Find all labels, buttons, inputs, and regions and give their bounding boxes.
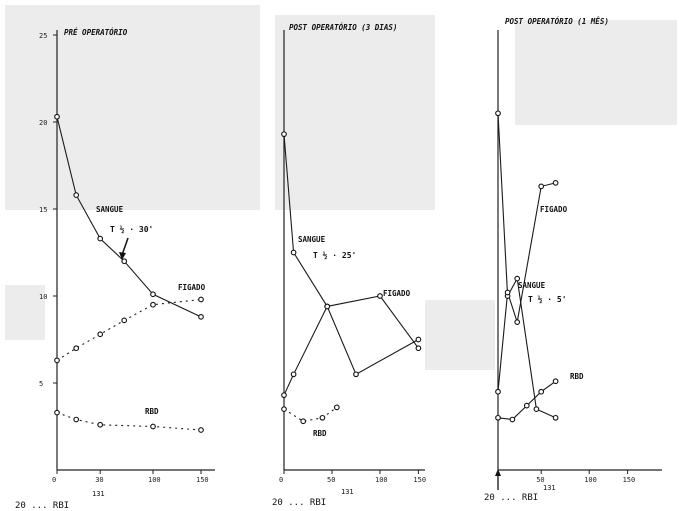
- data-point-rbd: [523, 402, 530, 409]
- data-point-rbd: [509, 416, 516, 423]
- y-tick-label: 25: [39, 32, 47, 40]
- footer-superscript: 131: [543, 484, 556, 492]
- x-tick-label: 150: [623, 476, 636, 484]
- annotation-arrowhead: [119, 252, 126, 260]
- series-label-rbd: RBD: [570, 372, 584, 381]
- x-tick-label: 30: [95, 476, 103, 484]
- data-point-rbd: [538, 388, 545, 395]
- scan-shade: [515, 20, 677, 125]
- x-tick-label: 50: [327, 476, 335, 484]
- data-point-figado: [281, 392, 287, 399]
- data-point-sangue: [150, 291, 156, 298]
- series-line-rbd: [283, 406, 338, 422]
- series-label-sangue: SANGUE: [298, 235, 326, 244]
- data-point-rbd: [552, 378, 559, 385]
- data-point-figado: [150, 301, 156, 308]
- data-point-figado: [54, 357, 60, 364]
- data-point-rbd: [319, 414, 326, 421]
- footer-label: 20 ... RBI: [484, 493, 538, 503]
- data-point-sangue: [533, 406, 540, 412]
- half-life-annotation: T ½ · 5': [528, 294, 567, 304]
- data-point-figado: [415, 345, 422, 352]
- panel-title: POST OPERATÓRIO (3 DIAS): [289, 23, 397, 32]
- data-point-sangue: [514, 275, 521, 282]
- half-life-annotation: T ½ · 25': [313, 250, 356, 260]
- footer-superscript: 131: [341, 488, 354, 496]
- data-point-sangue: [415, 336, 422, 343]
- series-label-figado: FIGADO: [178, 283, 206, 292]
- data-point-figado: [198, 296, 204, 303]
- x-tick-label: 100: [584, 476, 597, 484]
- x-tick-label: 150: [196, 476, 209, 484]
- data-point-figado: [552, 180, 559, 186]
- panel-pre-operatorio: PRÉ OPERATÓRIO T ½ · 30' 0 30 100 150 5 10 15 2…: [15, 28, 215, 511]
- x-tick-label: 150: [413, 476, 426, 484]
- data-point-rbd: [300, 418, 307, 425]
- data-point-sangue: [353, 371, 359, 378]
- data-point-sangue: [54, 113, 60, 120]
- data-point-sangue: [495, 110, 501, 117]
- y-tick-label: 5: [39, 380, 43, 388]
- series-label-figado: FIGADO: [383, 289, 411, 298]
- scan-shade: [5, 5, 260, 210]
- footer-label: 20 ... RBI: [272, 498, 326, 508]
- series-line-sangue: [56, 116, 202, 318]
- panel-title: POST OPERATÓRIO (1 MÊS): [505, 17, 609, 26]
- footer-superscript: 131: [92, 490, 105, 498]
- series-label-figado: FIGADO: [540, 205, 568, 214]
- data-point-figado: [121, 317, 128, 324]
- data-point-sangue: [552, 414, 559, 421]
- data-point-figado: [290, 371, 297, 378]
- data-point-figado: [504, 289, 511, 296]
- data-point-sangue: [97, 235, 104, 242]
- data-point-figado: [377, 293, 383, 299]
- data-point-rbd: [97, 421, 104, 428]
- x-tick-label: 50: [536, 476, 544, 484]
- x-tick-label: 100: [148, 476, 161, 484]
- series-label-rbd: RBD: [313, 429, 327, 438]
- x-tick-label: 100: [375, 476, 388, 484]
- data-point-figado: [97, 331, 104, 338]
- data-point-rbd: [54, 409, 60, 416]
- data-point-rbd: [333, 404, 340, 411]
- data-point-rbd: [150, 423, 156, 430]
- data-point-figado: [73, 345, 80, 352]
- y-tick-label: 15: [39, 206, 47, 214]
- panel-post-operatorio-3-dias: POST OPERATÓRIO (3 DIAS) T ½ · 25' 0 50 10…: [272, 23, 426, 508]
- annotation-arrow: [121, 237, 129, 256]
- data-point-rbd: [495, 414, 501, 421]
- series-label-sangue: SANGUE: [518, 281, 546, 290]
- panel-post-operatorio-1-mes: POST OPERATÓRIO (1 MÊS) T ½ · 5' 50 100 15…: [484, 17, 662, 503]
- data-point-sangue: [121, 258, 128, 265]
- scan-shade: [425, 300, 495, 370]
- x-tick-label: 0: [52, 476, 56, 484]
- data-point-figado: [324, 303, 331, 310]
- footer-label: 20 ... RBI: [15, 501, 69, 511]
- half-life-annotation: T ½ · 30': [110, 224, 153, 234]
- data-point-figado: [514, 319, 521, 325]
- data-point-figado: [495, 388, 501, 395]
- data-point-sangue: [198, 314, 204, 320]
- data-point-figado: [538, 183, 545, 190]
- scan-shade: [5, 285, 45, 340]
- data-point-rbd: [198, 427, 204, 433]
- injection-arrowhead: [495, 469, 501, 476]
- panel-title: PRÉ OPERATÓRIO: [64, 28, 128, 37]
- data-point-sangue: [281, 131, 287, 138]
- y-tick-label: 20: [39, 119, 47, 127]
- series-line-figado: [56, 298, 202, 361]
- data-point-sangue: [73, 192, 80, 198]
- series-line-rbd: [56, 412, 202, 431]
- data-point-sangue: [290, 249, 297, 256]
- data-point-rbd: [281, 406, 287, 412]
- x-tick-label: 0: [279, 476, 283, 484]
- series-label-sangue: SANGUE: [96, 205, 124, 214]
- data-point-rbd: [73, 416, 80, 423]
- series-line-figado: [283, 295, 419, 396]
- y-tick-label: 10: [39, 293, 47, 301]
- series-label-rbd: RBD: [145, 407, 159, 416]
- scan-shade: [275, 15, 435, 210]
